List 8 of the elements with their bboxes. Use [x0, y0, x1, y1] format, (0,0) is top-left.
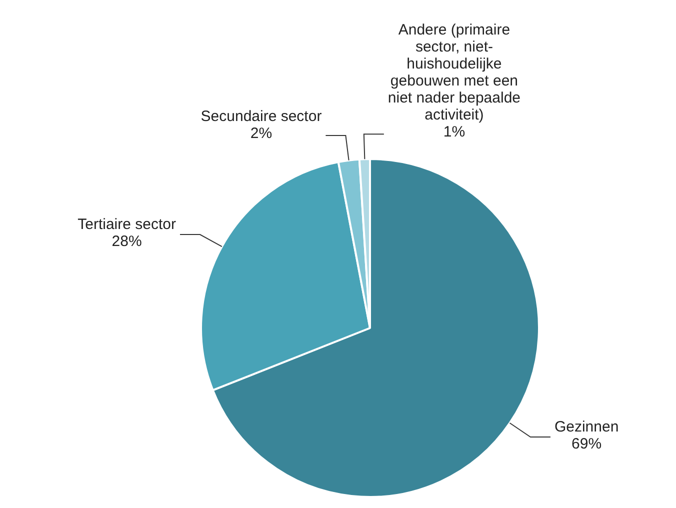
slice-label: Gezinnen	[554, 418, 619, 436]
slice-label: Secundaire sector	[200, 108, 322, 126]
slice-label: Andere (primaire sector, niet-huishoudelijke gebouwen met een niet nader bepaalde activiteit)	[388, 22, 521, 124]
data-label: 28%	[112, 233, 142, 250]
data-label: 1%	[443, 124, 466, 141]
data-label: 2%	[250, 125, 272, 142]
slice-label: Tertiaire sector	[78, 216, 176, 234]
data-label: 69%	[572, 436, 602, 453]
